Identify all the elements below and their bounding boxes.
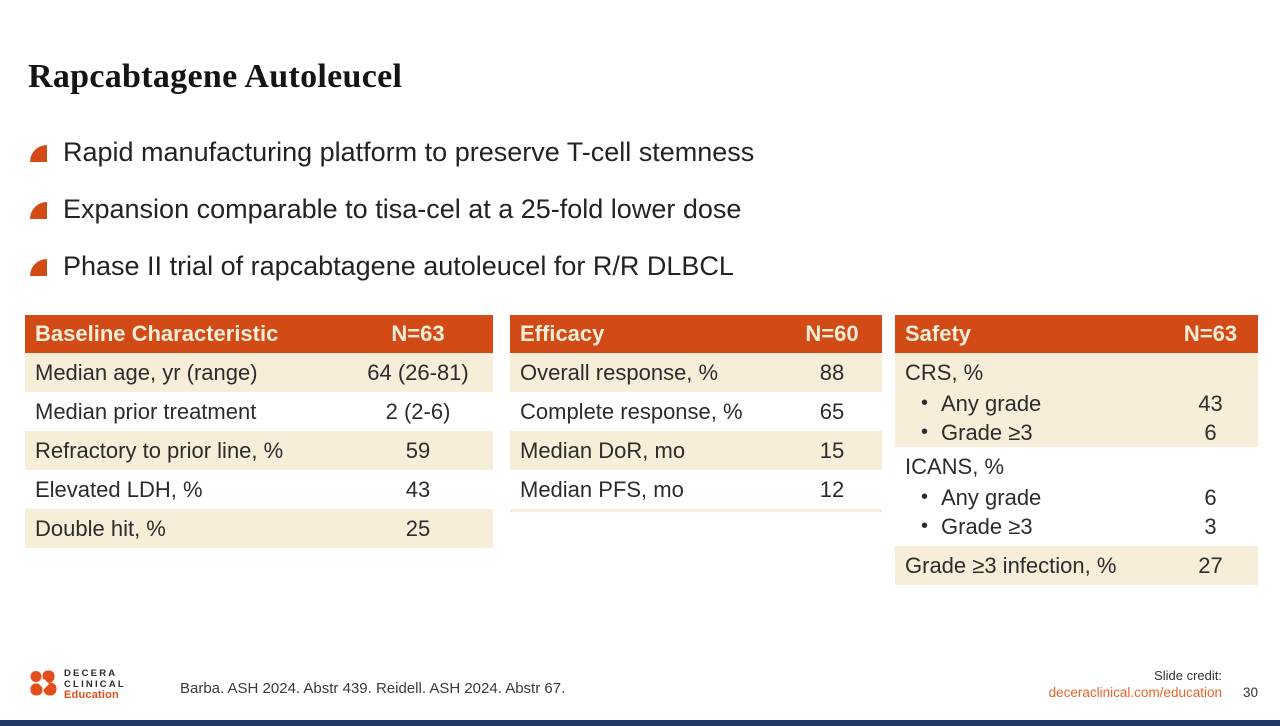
decera-logo-text: DECERA CLINICAL Education — [64, 668, 126, 701]
credit-label: Slide credit: — [1154, 668, 1222, 683]
group-label: ICANS, % — [905, 454, 1005, 479]
row-value: 65 — [819, 398, 845, 424]
row-label: Overall response, % — [520, 359, 719, 385]
efficacy-table-header: Efficacy N=60 — [510, 315, 882, 353]
slide-credit: Slide credit: deceraclinical.com/educati… — [1049, 667, 1222, 701]
list-item: Rapid manufacturing platform to preserve… — [30, 136, 755, 167]
logo-division: Education — [64, 689, 119, 701]
dot-bullet-icon: • — [921, 392, 929, 414]
row-value: 6 — [1204, 484, 1217, 510]
row-label: Median PFS, mo — [520, 476, 684, 502]
table-row: Median PFS, mo 12 — [510, 470, 882, 509]
table-n: N=63 — [1183, 321, 1238, 346]
credit-link[interactable]: deceraclinical.com/education — [1048, 685, 1222, 700]
row-label: Grade ≥3 infection, % — [905, 552, 1117, 578]
logo-type: CLINICAL — [64, 679, 126, 690]
row-label: Double hit, % — [35, 515, 166, 541]
table-row: • Any grade 43 — [895, 389, 1258, 418]
row-value: 2 (2-6) — [385, 398, 451, 424]
bullet-text: Expansion comparable to tisa-cel at a 25… — [63, 193, 742, 224]
row-label: Grade ≥3 — [941, 419, 1033, 445]
row-label: Complete response, % — [520, 398, 743, 424]
baseline-table: Baseline Characteristic N=63 Median age,… — [25, 315, 493, 548]
safety-group-icans: ICANS, % • Any grade 6 • Grade ≥3 3 — [895, 447, 1258, 544]
table-title: Efficacy — [520, 321, 605, 346]
table-bottom-border — [510, 509, 882, 512]
row-label: Median DoR, mo — [520, 437, 686, 463]
bullet-list: Rapid manufacturing platform to preserve… — [30, 136, 755, 281]
row-value: 3 — [1204, 513, 1217, 539]
row-label: Median age, yr (range) — [35, 359, 258, 385]
bullet-text: Phase II trial of rapcabtagene autoleuce… — [63, 250, 734, 281]
sail-bullet-icon — [30, 201, 47, 219]
table-row: Median age, yr (range) 64 (26-81) — [25, 353, 493, 392]
row-value: 6 — [1204, 419, 1217, 445]
row-value: 25 — [405, 515, 431, 541]
baseline-table-header: Baseline Characteristic N=63 — [25, 315, 493, 353]
table-row: Complete response, % 65 — [510, 392, 882, 431]
table-title: Baseline Characteristic — [35, 321, 279, 346]
table-row: Overall response, % 88 — [510, 353, 882, 392]
table-row: • Grade ≥3 3 — [895, 512, 1258, 541]
table-row: Refractory to prior line, % 59 — [25, 431, 493, 470]
row-value: 43 — [405, 476, 431, 502]
row-value: 12 — [819, 476, 845, 502]
row-label: Any grade — [941, 390, 1042, 416]
list-item: Expansion comparable to tisa-cel at a 25… — [30, 193, 754, 224]
decera-logo-icon — [30, 670, 57, 696]
page-number: 30 — [1242, 685, 1258, 700]
sail-bullet-icon — [30, 258, 47, 276]
table-row: Median prior treatment 2 (2-6) — [25, 392, 493, 431]
list-item: Phase II trial of rapcabtagene autoleuce… — [30, 250, 754, 281]
row-label: Any grade — [941, 484, 1042, 510]
dot-bullet-icon: • — [921, 515, 929, 537]
sail-bullet-icon — [30, 144, 47, 162]
bottom-accent-bar — [0, 720, 1280, 726]
dot-bullet-icon: • — [921, 421, 929, 443]
dot-bullet-icon: • — [921, 486, 929, 508]
table-n: N=63 — [391, 321, 445, 346]
row-value: 27 — [1198, 552, 1223, 578]
row-value: 64 (26-81) — [367, 359, 469, 385]
logo-name: DECERA — [64, 668, 118, 679]
table-row: • Grade ≥3 6 — [895, 418, 1258, 447]
table-row: Grade ≥3 infection, % 27 — [895, 546, 1258, 585]
efficacy-table: Efficacy N=60 Overall response, % 88 Com… — [510, 315, 882, 512]
table-row: • Any grade 6 — [895, 483, 1258, 512]
group-label: CRS, % — [905, 360, 984, 385]
table-row: Double hit, % 25 — [25, 509, 493, 548]
row-label: Grade ≥3 — [941, 513, 1033, 539]
row-value: 15 — [819, 437, 845, 463]
safety-table: Safety N=63 CRS, % • Any grade 43 • Grad… — [895, 315, 1258, 585]
page-title: Rapcabtagene Autoleucel — [28, 58, 403, 95]
row-value: 59 — [405, 437, 431, 463]
table-title: Safety — [905, 321, 972, 346]
row-value: 88 — [819, 359, 845, 385]
table-n: N=60 — [805, 321, 859, 346]
row-label: Median prior treatment — [35, 398, 257, 424]
row-value: 43 — [1198, 390, 1223, 416]
row-label: Elevated LDH, % — [35, 476, 203, 502]
table-row: Elevated LDH, % 43 — [25, 470, 493, 509]
bullet-text: Rapid manufacturing platform to preserve… — [63, 136, 755, 167]
safety-table-header: Safety N=63 — [895, 315, 1258, 353]
safety-group-crs: CRS, % • Any grade 43 • Grade ≥3 6 — [895, 353, 1258, 447]
table-row: Median DoR, mo 15 — [510, 431, 882, 470]
citation-text: Barba. ASH 2024. Abstr 439. Reidell. ASH… — [180, 680, 566, 697]
row-label: Refractory to prior line, % — [35, 437, 284, 463]
